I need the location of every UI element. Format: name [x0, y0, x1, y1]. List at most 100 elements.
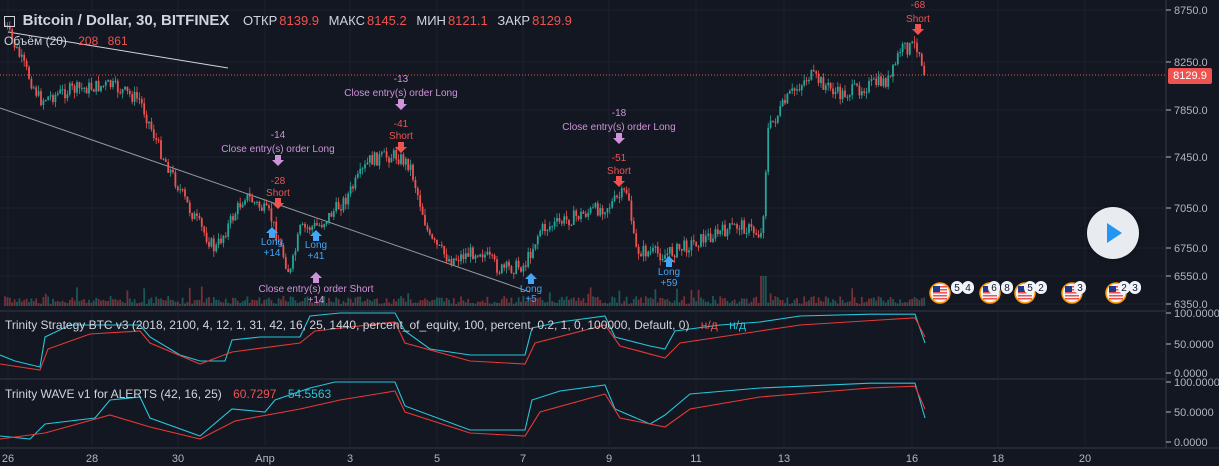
volume-bar	[512, 303, 515, 306]
candle-body	[126, 86, 129, 91]
volume-bar	[779, 299, 782, 306]
candle-body	[25, 60, 28, 67]
candle-body	[647, 251, 650, 257]
candle-body	[30, 78, 33, 89]
candle-body	[431, 234, 434, 239]
candle-body	[47, 96, 50, 101]
volume-bar	[49, 303, 52, 306]
volume-bar	[500, 299, 503, 306]
candle-body	[392, 150, 395, 159]
volume-bar	[688, 303, 690, 306]
candle-body	[474, 255, 477, 260]
replay-play-button[interactable]	[1087, 207, 1139, 259]
candle-body	[71, 83, 74, 86]
strategy-red-line	[0, 317, 926, 371]
volume-bar	[815, 302, 818, 306]
candle-body	[817, 73, 820, 84]
candle-body	[188, 202, 191, 213]
long-arrow-icon	[663, 256, 675, 267]
trade-label: Close entry(s) order Long	[221, 144, 334, 155]
candle-body	[128, 90, 131, 95]
candle-body	[731, 223, 734, 225]
candle-body	[203, 226, 206, 233]
collapse-icon[interactable]	[4, 16, 15, 28]
candle-body	[107, 80, 110, 82]
candle-body	[769, 120, 772, 128]
volume-bar	[409, 299, 412, 306]
volume-bar	[114, 299, 117, 306]
strategy-value-1: н/д	[700, 318, 718, 332]
volume-bar	[263, 300, 266, 306]
candle-body	[532, 248, 534, 258]
volume-bar	[640, 297, 642, 306]
candle-body	[112, 81, 114, 88]
volume-bar	[42, 297, 45, 306]
candle-body	[433, 238, 436, 240]
symbol-title[interactable]: Bitcoin / Dollar, 30, BITFINEX	[22, 12, 230, 29]
close-short-arrow-icon	[310, 272, 322, 283]
candle-body	[748, 224, 750, 233]
trade-label: -14	[271, 130, 286, 141]
strategy-title-text: Trinity Strategy BTC v3 (2018, 2100, 4, …	[5, 318, 690, 332]
volume-bar	[131, 301, 134, 306]
candle-body	[383, 151, 386, 153]
candle-body	[690, 240, 693, 251]
volume-bar	[152, 303, 155, 306]
candle-body	[241, 204, 244, 208]
volume-bar	[76, 287, 78, 306]
volume-bar	[203, 302, 206, 306]
candle-body	[155, 138, 158, 140]
candle-body	[263, 203, 266, 211]
volume-bar	[767, 302, 770, 306]
candle-body	[450, 259, 453, 266]
volume-bar	[318, 299, 321, 306]
us-flag-icon[interactable]	[929, 282, 951, 304]
candle-body	[832, 88, 834, 95]
candle-body	[865, 92, 868, 94]
flag-canton	[983, 286, 990, 292]
flag-count: 6	[991, 283, 997, 294]
candle-body	[750, 224, 753, 227]
candle-body	[666, 253, 669, 256]
volume-bar	[37, 303, 40, 306]
volume-bar	[817, 297, 820, 306]
candle-body	[407, 158, 410, 171]
volume-bar	[366, 298, 369, 306]
candle-body	[786, 93, 789, 104]
flag-count-badge	[1118, 281, 1130, 294]
volume-bar	[856, 302, 858, 306]
candle-body	[469, 247, 472, 257]
candle-body	[11, 29, 14, 40]
candle-body	[637, 246, 640, 254]
volume-bar	[738, 301, 741, 306]
candle-body	[378, 154, 381, 166]
volume-bar	[808, 300, 810, 306]
volume-bar	[143, 288, 146, 306]
volume-bar	[913, 297, 916, 306]
flag-count-badge	[962, 281, 974, 294]
flag-count: 3	[1077, 283, 1083, 294]
volume-bar	[289, 296, 292, 306]
candle-body	[311, 226, 314, 230]
volume-bar	[604, 302, 606, 306]
volume-bar	[551, 300, 554, 306]
volume-bar	[236, 300, 239, 306]
volume-bar	[812, 296, 815, 306]
volume-bar	[484, 302, 486, 306]
volume-bar	[553, 302, 556, 306]
candle-body	[217, 238, 220, 245]
volume-bar	[181, 297, 184, 306]
candle-body	[908, 42, 911, 55]
volume-bar	[356, 296, 359, 306]
volume-bar	[793, 299, 796, 306]
flag-stripe	[933, 295, 947, 297]
volume-bar	[342, 301, 345, 306]
volume-bar	[680, 299, 683, 306]
candle-body	[6, 24, 9, 27]
candle-body	[464, 253, 467, 260]
volume-bar	[32, 301, 35, 306]
volume-bar	[44, 293, 47, 306]
candle-body	[200, 218, 203, 227]
volume-bar	[860, 296, 863, 306]
